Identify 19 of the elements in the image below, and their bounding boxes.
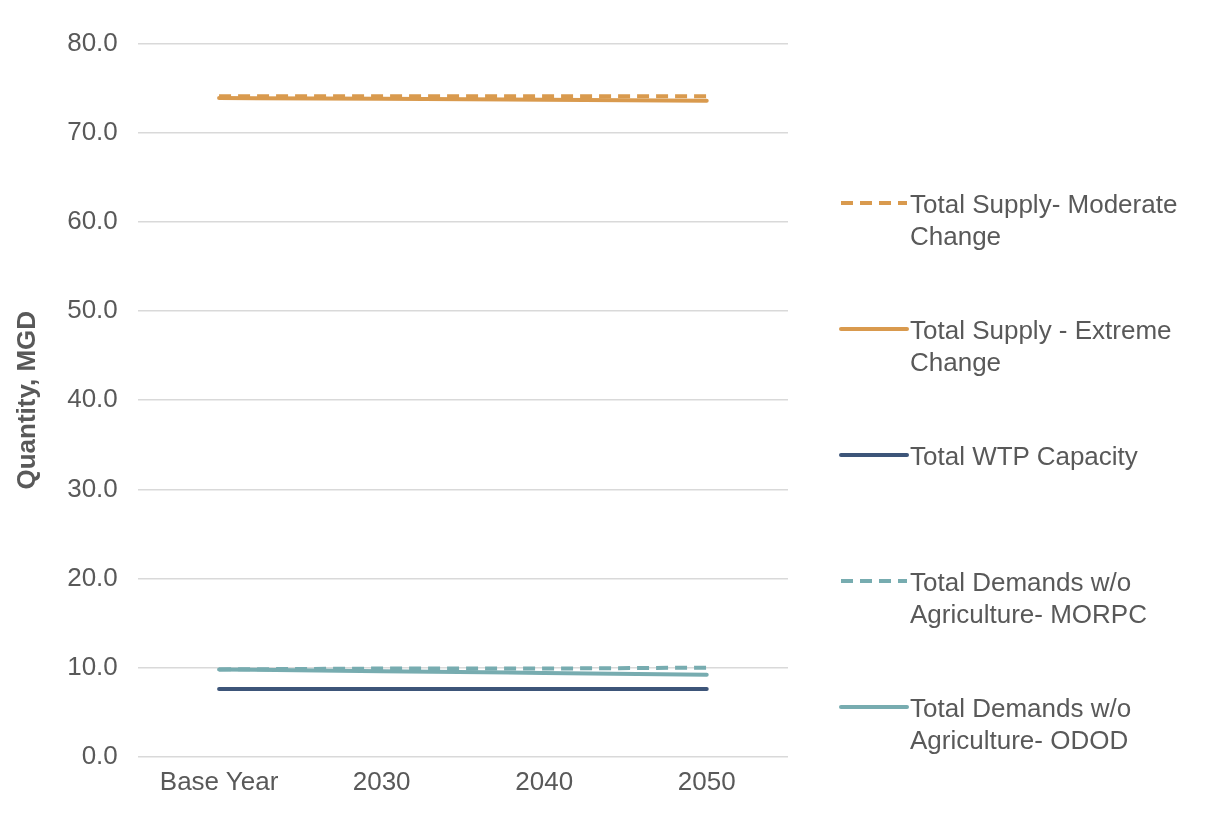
legend-label: Total Supply- Moderate Change: [910, 188, 1179, 252]
x-tick-label: 2030: [352, 765, 411, 796]
y-tick-label: 20.0: [67, 561, 118, 592]
y-tick-label: 50.0: [67, 294, 118, 325]
legend-label: Total WTP Capacity: [910, 440, 1139, 472]
y-tick-label: 10.0: [67, 650, 118, 681]
y-tick-label: 60.0: [67, 205, 118, 236]
y-tick-label: 80.0: [67, 26, 118, 57]
x-tick-label: 2040: [515, 765, 574, 796]
legend-label: Total Demands w/o Agriculture- MORPC: [910, 566, 1148, 630]
x-tick-label: 2050: [677, 765, 736, 796]
y-axis-title: Quantity, MGD: [10, 310, 41, 490]
y-tick-label: 0.0: [81, 739, 118, 770]
x-tick-label: Base Year: [159, 765, 279, 796]
legend-label: Total Supply - Extreme Change: [910, 314, 1173, 378]
y-tick-label: 70.0: [67, 115, 118, 146]
y-tick-label: 40.0: [67, 383, 118, 414]
y-tick-label: 30.0: [67, 472, 118, 503]
legend-label: Total Demands w/o Agriculture- ODOD: [910, 692, 1133, 756]
